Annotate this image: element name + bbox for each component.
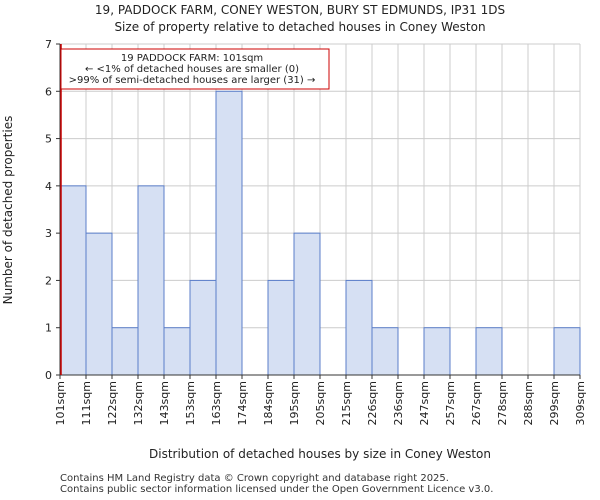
- y-tick-label: 4: [45, 180, 52, 193]
- x-tick-label: 257sqm: [444, 381, 457, 425]
- bar: [137, 185, 165, 376]
- annotation-line3: >99% of semi-detached houses are larger …: [69, 75, 316, 86]
- bars-layer: [59, 90, 581, 376]
- bar: [293, 232, 321, 376]
- x-tick-label: 132sqm: [132, 381, 145, 425]
- y-axis-label: Number of detached properties: [1, 116, 15, 305]
- x-tick-label: 122sqm: [106, 381, 119, 425]
- annotation-layer: 19 PADDOCK FARM: 101sqm ← <1% of detache…: [60, 48, 330, 90]
- chart-title-line1: 19, PADDOCK FARM, CONEY WESTON, BURY ST …: [95, 3, 505, 17]
- x-tick-label: 205sqm: [314, 381, 327, 425]
- x-tick-label: 111sqm: [80, 381, 93, 425]
- x-tick-label: 163sqm: [210, 381, 223, 425]
- x-tick-label: 288sqm: [522, 381, 535, 425]
- bar: [371, 327, 399, 376]
- x-tick-label: 278sqm: [496, 381, 509, 425]
- y-tick-label: 5: [45, 133, 52, 146]
- bar: [59, 185, 87, 376]
- x-tick-label: 153sqm: [184, 381, 197, 425]
- annotation-line2: ← <1% of detached houses are smaller (0): [85, 64, 299, 75]
- x-axis-label: Distribution of detached houses by size …: [149, 447, 491, 461]
- bar: [111, 327, 139, 376]
- chart-title-line2: Size of property relative to detached ho…: [114, 20, 485, 34]
- annotation-box: [60, 48, 330, 90]
- x-tick-label: 195sqm: [288, 381, 301, 425]
- bar: [215, 90, 243, 376]
- histogram-chart: 19, PADDOCK FARM, CONEY WESTON, BURY ST …: [1, 3, 587, 461]
- x-tick-label: 215sqm: [340, 381, 353, 425]
- bar: [553, 327, 581, 376]
- bar: [267, 279, 295, 376]
- footer-line1: Contains HM Land Registry data © Crown c…: [60, 473, 449, 484]
- x-tick-label: 143sqm: [158, 381, 171, 425]
- bar: [163, 327, 191, 376]
- bar: [423, 327, 451, 376]
- annotation-line1: 19 PADDOCK FARM: 101sqm: [121, 53, 263, 64]
- x-tick-label: 101sqm: [54, 381, 67, 425]
- x-tick-label: 267sqm: [470, 381, 483, 425]
- x-tick-label: 226sqm: [366, 381, 379, 425]
- y-tick-label: 2: [45, 274, 52, 287]
- y-tick-label: 3: [45, 227, 52, 240]
- bar: [189, 279, 217, 376]
- y-tick-label: 7: [45, 38, 52, 51]
- y-tick-label: 0: [45, 369, 52, 382]
- x-tick-label: 247sqm: [418, 381, 431, 425]
- y-tick-label: 6: [45, 85, 52, 98]
- bar: [85, 232, 113, 376]
- x-tick-label: 299sqm: [548, 381, 561, 425]
- bar: [345, 279, 373, 376]
- x-tick-label: 309sqm: [574, 381, 587, 425]
- x-tick-label: 184sqm: [262, 381, 275, 425]
- x-tick-label: 174sqm: [236, 381, 249, 425]
- bar: [475, 327, 503, 376]
- axes-layer: 0 1 2 3 4 5 6 7 101sqm 111sqm 122sqm 132sqm 143sqm 15…: [45, 38, 587, 425]
- y-tick-label: 1: [45, 322, 52, 335]
- x-tick-label: 236sqm: [392, 381, 405, 425]
- footer-line2: Contains public sector information licen…: [60, 484, 494, 495]
